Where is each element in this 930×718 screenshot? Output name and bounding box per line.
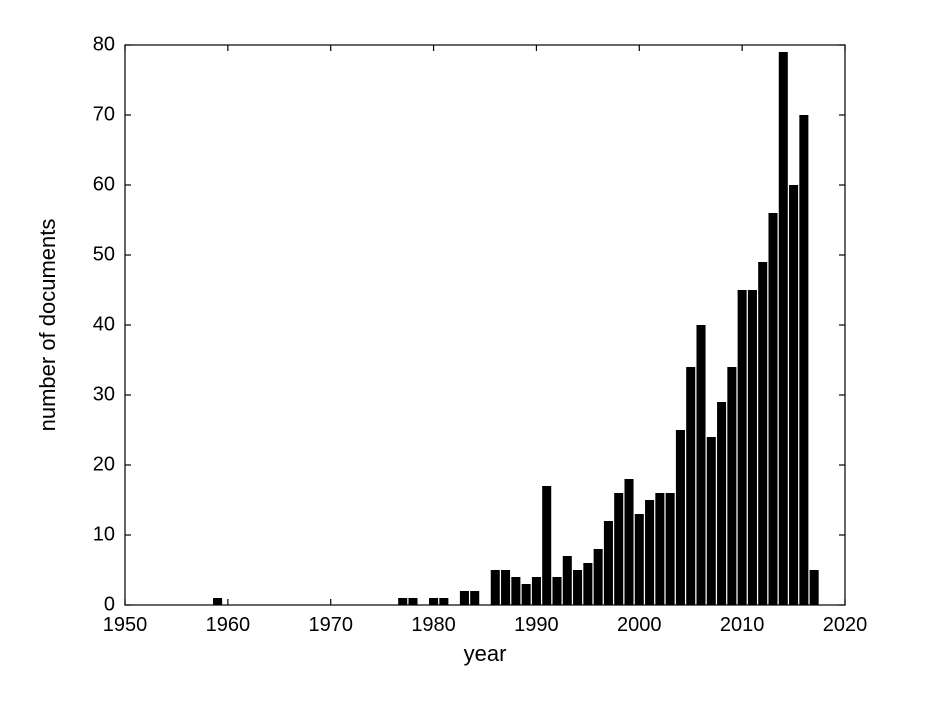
bar (583, 563, 592, 605)
y-tick-label: 40 (93, 313, 115, 335)
bar (717, 402, 726, 605)
bar (779, 52, 788, 605)
bar (522, 584, 531, 605)
bar (604, 521, 613, 605)
bar (666, 493, 675, 605)
x-tick-label: 2000 (617, 614, 662, 636)
bar (470, 591, 479, 605)
bar (408, 598, 417, 605)
bar (491, 570, 500, 605)
bar (573, 570, 582, 605)
bar-chart: 1950 1960 1970 1980 1990 2000 2010 2020 0 10 20 30 4… (0, 0, 930, 718)
y-tick-label: 10 (93, 523, 115, 545)
bar (501, 570, 510, 605)
bar (552, 577, 561, 605)
bar (799, 115, 808, 605)
bar (542, 486, 551, 605)
bar (624, 479, 633, 605)
y-tick-label: 60 (93, 173, 115, 195)
bar (686, 367, 695, 605)
bar (655, 493, 664, 605)
bar (594, 549, 603, 605)
bar (727, 367, 736, 605)
bar (213, 598, 222, 605)
y-tick-label: 30 (93, 383, 115, 405)
x-tick-label: 1970 (308, 614, 353, 636)
bar (645, 500, 654, 605)
bar (563, 556, 572, 605)
bar (768, 213, 777, 605)
bar (635, 514, 644, 605)
chart-container: 1950 1960 1970 1980 1990 2000 2010 2020 0 10 20 30 4… (0, 0, 930, 718)
y-tick-label: 0 (104, 593, 115, 615)
bar (748, 290, 757, 605)
bar (707, 437, 716, 605)
bar (696, 325, 705, 605)
y-axis-label: number of documents (35, 219, 60, 432)
y-tick-label: 80 (93, 33, 115, 55)
bar (738, 290, 747, 605)
bar (614, 493, 623, 605)
x-tick-label: 1980 (411, 614, 456, 636)
y-tick-label: 50 (93, 243, 115, 265)
bar (398, 598, 407, 605)
y-tick-label: 20 (93, 453, 115, 475)
y-tick-label: 70 (93, 103, 115, 125)
bar (758, 262, 767, 605)
x-tick-label: 1950 (103, 614, 148, 636)
x-axis-label: year (464, 641, 507, 666)
bar (460, 591, 469, 605)
x-tick-label: 1990 (514, 614, 559, 636)
bar (810, 570, 819, 605)
x-tick-label: 1960 (206, 614, 251, 636)
bar (511, 577, 520, 605)
bar (789, 185, 798, 605)
x-tick-label: 2020 (823, 614, 868, 636)
x-tick-label: 2010 (720, 614, 765, 636)
bar (676, 430, 685, 605)
bar (439, 598, 448, 605)
